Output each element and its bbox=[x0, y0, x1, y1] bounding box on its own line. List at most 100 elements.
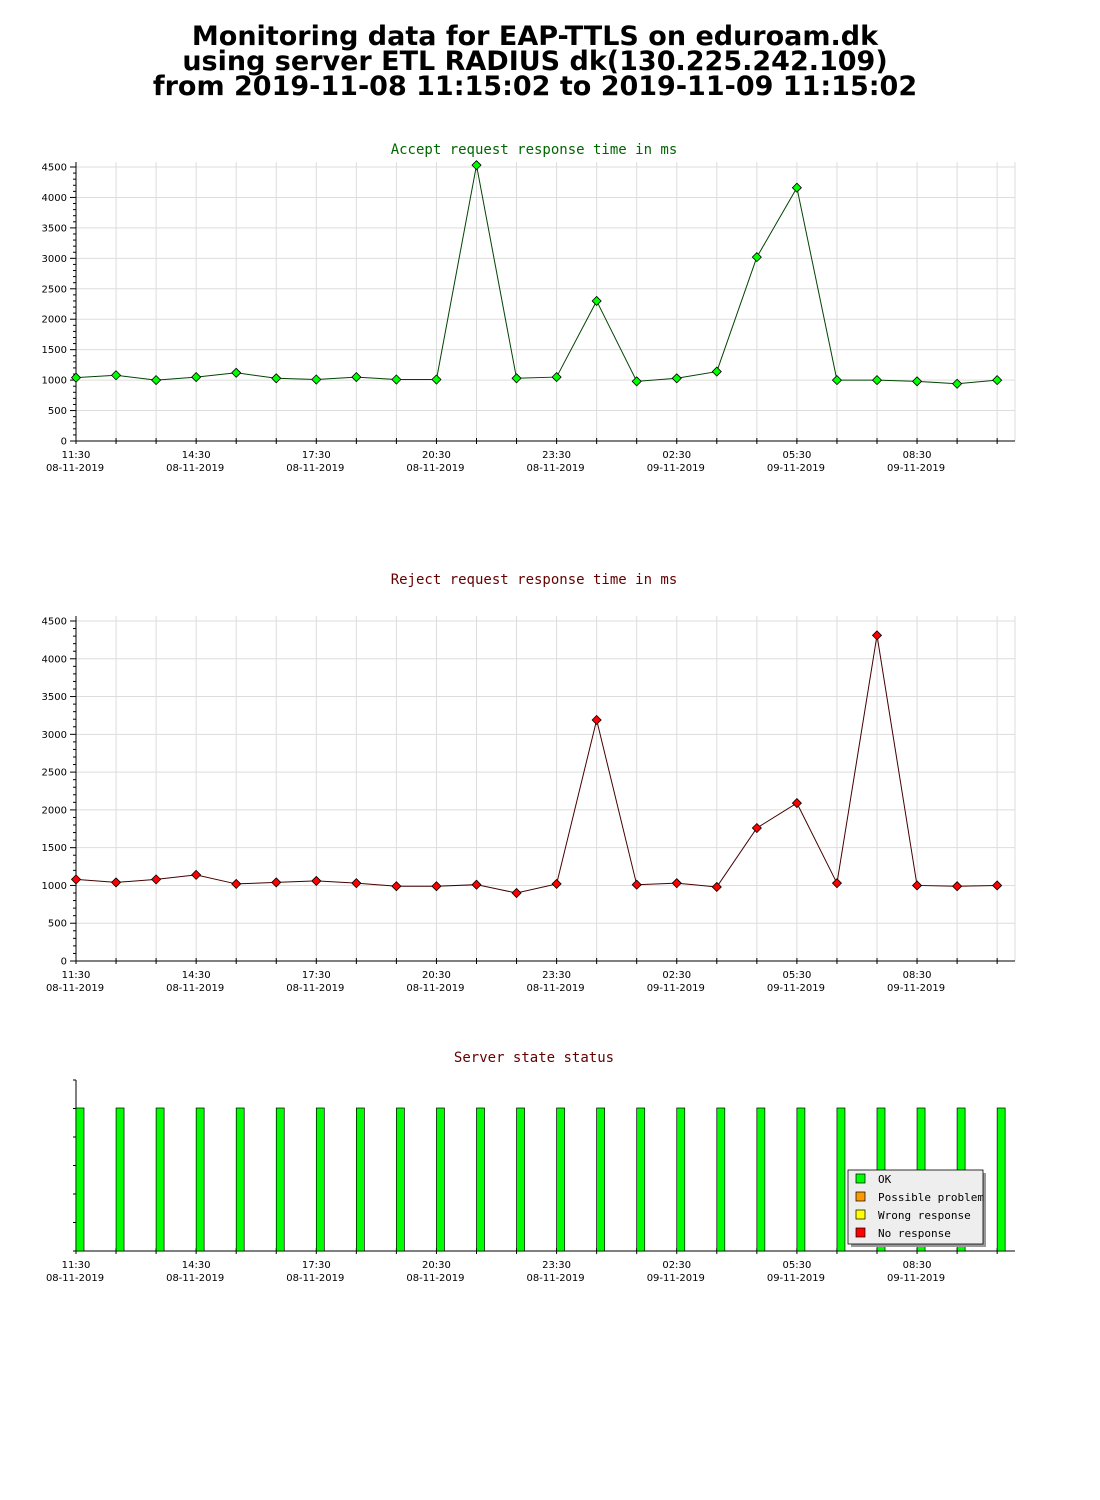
reject-data-point bbox=[391, 881, 402, 892]
status-bar bbox=[115, 1107, 125, 1252]
status-x-tick-time: 23:30 bbox=[542, 1260, 571, 1271]
reject-data-point bbox=[952, 881, 963, 892]
status-title: Server state status bbox=[454, 1050, 614, 1066]
reject-data-point bbox=[471, 879, 482, 890]
accept-data-point bbox=[311, 374, 322, 385]
reject-data-point bbox=[671, 878, 682, 889]
accept-data-point bbox=[831, 375, 843, 386]
status-x-tick-date: 08-11-2019 bbox=[527, 1273, 585, 1284]
reject-x-tick-time: 08:30 bbox=[903, 970, 932, 981]
accept-y-tick-label: 3500 bbox=[42, 223, 67, 234]
accept-data-point bbox=[871, 375, 883, 386]
reject-y-tick-label: 0 bbox=[61, 957, 67, 968]
reject-data-point bbox=[191, 869, 202, 880]
status-bar bbox=[315, 1107, 325, 1252]
reject-data-point bbox=[110, 877, 122, 888]
accept-data-point bbox=[711, 366, 722, 377]
reject-y-tick-label: 2000 bbox=[42, 805, 67, 816]
reject-y-tick-label: 4000 bbox=[42, 654, 67, 665]
reject-data-point bbox=[431, 881, 442, 892]
reject-x-tick-date: 08-11-2019 bbox=[166, 983, 224, 994]
reject-x-tick-date: 08-11-2019 bbox=[46, 983, 104, 994]
accept-data-point bbox=[151, 375, 162, 386]
status-bar bbox=[996, 1107, 1006, 1252]
reject-data-point bbox=[871, 630, 883, 641]
status-x-tick-time: 08:30 bbox=[903, 1260, 932, 1271]
reject-data-point bbox=[231, 878, 242, 889]
status-x-tick-date: 08-11-2019 bbox=[166, 1273, 224, 1284]
accept-data-point bbox=[952, 378, 963, 389]
status-bar bbox=[195, 1107, 205, 1252]
accept-data-point bbox=[110, 370, 122, 381]
reject-data-point bbox=[751, 822, 762, 834]
status-bar bbox=[75, 1107, 85, 1252]
legend-label: OK bbox=[878, 1173, 892, 1186]
reject-x-tick-date: 08-11-2019 bbox=[527, 983, 585, 994]
accept-data-point bbox=[911, 376, 923, 387]
status-bar bbox=[396, 1107, 405, 1252]
reject-title: Reject request response time in ms bbox=[391, 572, 678, 588]
accept-x-tick-time: 05:30 bbox=[782, 450, 811, 461]
status-x-tick-time: 17:30 bbox=[302, 1260, 331, 1271]
status-x-tick-date: 08-11-2019 bbox=[286, 1273, 344, 1284]
accept-y-tick-label: 0 bbox=[61, 437, 67, 448]
reject-series-line bbox=[75, 635, 998, 894]
reject-y-tick-label: 1000 bbox=[42, 881, 67, 892]
reject-x-tick-date: 08-11-2019 bbox=[286, 983, 344, 994]
accept-x-tick-time: 11:30 bbox=[62, 450, 91, 461]
page-title-line-1: Monitoring data for EAP-TTLS on eduroam.… bbox=[191, 21, 879, 52]
status-x-tick-date: 09-11-2019 bbox=[647, 1273, 705, 1284]
accept-data-point bbox=[431, 374, 442, 385]
status-bar bbox=[436, 1107, 445, 1252]
reject-data-point bbox=[831, 878, 843, 889]
legend-swatch bbox=[855, 1173, 866, 1184]
accept-y-tick-label: 4000 bbox=[42, 193, 67, 204]
status-x-tick-time: 05:30 bbox=[782, 1260, 811, 1271]
accept-data-point bbox=[471, 160, 482, 171]
reject-x-tick-time: 11:30 bbox=[62, 970, 91, 981]
reject-data-point bbox=[351, 878, 362, 889]
reject-x-tick-date: 09-11-2019 bbox=[767, 983, 825, 994]
accept-series-line bbox=[75, 165, 998, 385]
accept-x-tick-time: 17:30 bbox=[302, 450, 331, 461]
status-x-tick-date: 08-11-2019 bbox=[46, 1273, 104, 1284]
accept-x-tick-time: 23:30 bbox=[542, 450, 571, 461]
status-bar bbox=[356, 1107, 365, 1252]
status-legend bbox=[847, 1169, 984, 1245]
reject-data-point bbox=[511, 887, 522, 899]
status-bar bbox=[516, 1107, 525, 1252]
status-bar bbox=[275, 1107, 285, 1252]
page-title-line-3: from 2019-11-08 11:15:02 to 2019-11-09 1… bbox=[152, 71, 918, 102]
accept-data-point bbox=[631, 376, 642, 387]
server-status-chart: Server state status 11:30 08-11-2019 14:30 0… bbox=[46, 1050, 1015, 1284]
accept-x-tick-date: 08-11-2019 bbox=[166, 463, 224, 474]
reject-y-tick-label: 500 bbox=[48, 919, 67, 930]
reject-y-tick-label: 1500 bbox=[42, 843, 67, 854]
reject-data-point bbox=[311, 875, 322, 886]
status-bar bbox=[556, 1107, 565, 1252]
page-title: Monitoring data for EAP-TTLS on eduroam.… bbox=[0, 21, 1070, 102]
reject-y-tick-label: 2500 bbox=[42, 768, 67, 779]
accept-data-point bbox=[671, 373, 682, 384]
reject-data-point bbox=[551, 878, 562, 889]
accept-title: Accept request response time in ms bbox=[391, 142, 678, 158]
status-bar bbox=[836, 1107, 846, 1252]
reject-response-chart: Reject request response time in ms 0 500 10… bbox=[42, 572, 1016, 994]
accept-x-tick-date: 08-11-2019 bbox=[527, 463, 585, 474]
accept-data-point bbox=[551, 372, 562, 383]
accept-data-point bbox=[231, 367, 242, 378]
accept-data-point bbox=[391, 374, 402, 385]
reject-x-tick-date: 09-11-2019 bbox=[887, 983, 945, 994]
accept-x-tick-time: 02:30 bbox=[662, 450, 691, 461]
reject-data-point bbox=[591, 714, 602, 726]
status-x-tick-time: 20:30 bbox=[422, 1260, 451, 1271]
legend-label: No response bbox=[878, 1227, 951, 1240]
status-bar bbox=[155, 1107, 165, 1252]
accept-x-tick-date: 08-11-2019 bbox=[406, 463, 464, 474]
accept-data-point bbox=[992, 375, 1003, 386]
reject-x-tick-time: 02:30 bbox=[662, 970, 691, 981]
legend-swatch bbox=[855, 1209, 866, 1220]
accept-x-tick-date: 09-11-2019 bbox=[767, 463, 825, 474]
status-bar bbox=[596, 1107, 606, 1252]
status-bar bbox=[235, 1107, 245, 1252]
